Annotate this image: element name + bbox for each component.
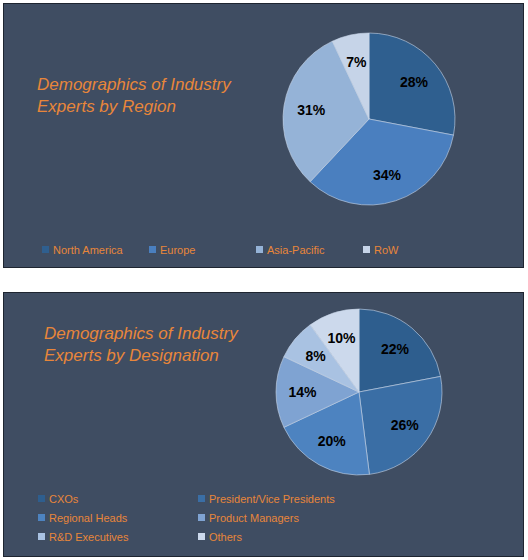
html-text:Asia-Pacific: Asia-Pacific [267, 243, 325, 256]
svg-text:10%: 10% [328, 330, 357, 346]
html-text:R&D Executives: R&D Executives [49, 530, 129, 543]
svg-text:20%: 20% [318, 433, 347, 449]
html-text:Product Managers: Product Managers [209, 511, 299, 524]
svg-text:8%: 8% [305, 348, 326, 364]
html-text:President/Vice Presidents: President/Vice Presidents [209, 492, 335, 505]
html-text:CXOs: CXOs [49, 492, 79, 505]
html-text:Demographics of Industry Exper: Demographics of Industry Experts by Regi… [37, 75, 231, 116]
html-text:Regional Heads: Regional Heads [49, 511, 128, 524]
svg-text:28%: 28% [400, 74, 429, 90]
svg-text:31%: 31% [297, 102, 326, 118]
html-text:North America: North America [53, 243, 123, 256]
svg-text:22%: 22% [381, 341, 410, 357]
svg-text:34%: 34% [373, 167, 402, 183]
html-text:Europe: Europe [160, 243, 196, 256]
svg-text:7%: 7% [346, 54, 367, 70]
html-text:Demographics of Industry Exper: Demographics of Industry Experts by Desi… [44, 324, 238, 365]
svg-text:14%: 14% [289, 384, 318, 400]
svg-text:26%: 26% [391, 417, 420, 433]
html-text:Others: Others [209, 530, 242, 543]
html-text:RoW: RoW [374, 243, 399, 256]
